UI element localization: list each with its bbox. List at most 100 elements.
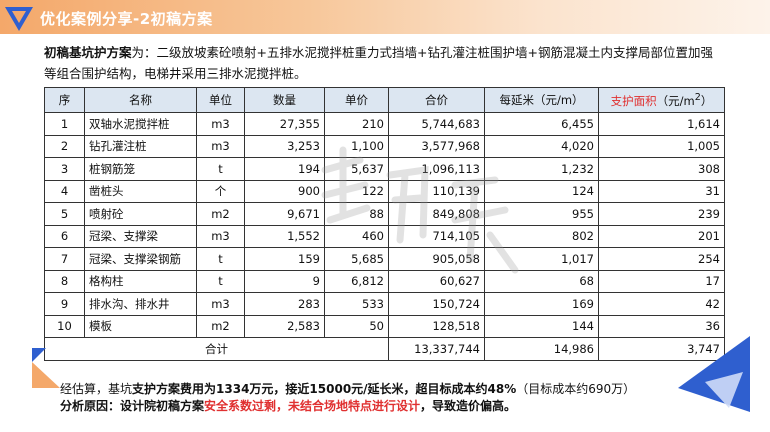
row-qty: 159 bbox=[244, 247, 325, 271]
row-price: 210 bbox=[324, 112, 389, 136]
row-qty: 194 bbox=[244, 157, 325, 181]
table-row: 5 喷射砼 m2 9,671 88 849,808 955 239 bbox=[44, 202, 725, 226]
row-qty: 2,583 bbox=[244, 314, 325, 338]
row-no: 5 bbox=[44, 202, 85, 226]
header-name: 名称 bbox=[84, 87, 197, 113]
row-per-meter: 124 bbox=[484, 179, 599, 203]
row-per-meter: 4,020 bbox=[484, 134, 599, 158]
summary-l1-c: （目标成本约690万） bbox=[516, 382, 636, 396]
row-area: 201 bbox=[598, 224, 725, 248]
header-bar bbox=[0, 0, 770, 34]
row-area: 17 bbox=[598, 269, 725, 293]
intro-label: 初稿基坑护方案 bbox=[44, 45, 132, 60]
row-unit: m3 bbox=[196, 224, 245, 248]
row-qty: 9,671 bbox=[244, 202, 325, 226]
row-name: 模板 bbox=[84, 314, 197, 338]
row-per-meter: 802 bbox=[484, 224, 599, 248]
row-price: 88 bbox=[324, 202, 389, 226]
header-area-prefix: 支护面积 bbox=[610, 93, 657, 108]
table-row: 10 模板 m2 2,583 50 128,518 144 36 bbox=[44, 314, 725, 338]
summary-l1-a: 经估算，基坑 bbox=[60, 382, 133, 396]
row-per-meter: 144 bbox=[484, 314, 599, 338]
row-total: 5,744,683 bbox=[388, 112, 485, 136]
row-per-meter: 6,455 bbox=[484, 112, 599, 136]
row-no: 8 bbox=[44, 269, 85, 293]
row-price: 460 bbox=[324, 224, 389, 248]
triangle-logo-icon bbox=[5, 7, 33, 31]
row-unit: m3 bbox=[196, 134, 245, 158]
row-total: 3,577,968 bbox=[388, 134, 485, 158]
row-per-meter: 955 bbox=[484, 202, 599, 226]
row-no: 9 bbox=[44, 292, 85, 316]
header-qty: 数量 bbox=[244, 87, 325, 113]
row-qty: 1,552 bbox=[244, 224, 325, 248]
table-row: 2 钻孔灌注桩 m3 3,253 1,100 3,577,968 4,020 1,005 bbox=[44, 134, 725, 158]
table-row: 9 排水沟、排水井 m3 283 533 150,724 169 42 bbox=[44, 292, 725, 316]
row-no: 10 bbox=[44, 314, 85, 338]
row-area: 239 bbox=[598, 202, 725, 226]
row-no: 6 bbox=[44, 224, 85, 248]
row-unit: t bbox=[196, 157, 245, 181]
row-area: 36 bbox=[598, 314, 725, 338]
row-total: 1,096,113 bbox=[388, 157, 485, 181]
row-price: 1,100 bbox=[324, 134, 389, 158]
row-area: 1,614 bbox=[598, 112, 725, 136]
row-unit: m2 bbox=[196, 202, 245, 226]
header-area-unit: （元/m bbox=[656, 93, 695, 108]
table-row: 4 凿桩头个 900 122 110,139 124 31 bbox=[44, 179, 725, 203]
row-total: 905,058 bbox=[388, 247, 485, 271]
row-total: 60,627 bbox=[388, 269, 485, 293]
header-no: 序 bbox=[44, 87, 85, 113]
summary-line-2: 分析原因：设计院初稿方案安全系数过剩，未结合场地特点进行设计，导致造价偏高。 bbox=[60, 398, 710, 415]
footer-total: 13,337,744 bbox=[388, 337, 485, 361]
row-name: 冠梁、支撑梁 bbox=[84, 224, 197, 248]
header-unit: 单位 bbox=[196, 87, 245, 113]
intro-text: 二级放坡素砼喷射+五排水泥搅拌桩重力式挡墙+钻孔灌注桩围护墙+钢筋混凝土内支撑局… bbox=[44, 45, 713, 81]
summary-l2-a: 分析原因：设计院初稿方案 bbox=[60, 399, 205, 413]
footer-area: 3,747 bbox=[598, 337, 725, 361]
row-name: 钻孔灌注桩 bbox=[84, 134, 197, 158]
header-area: 支护面积（元/m2） bbox=[598, 87, 725, 113]
summary-line-1: 经估算，基坑支护方案费用为1334万元，接近15000元/延长米，超目标成本约4… bbox=[60, 381, 710, 398]
row-total: 714,105 bbox=[388, 224, 485, 248]
row-qty: 9 bbox=[244, 269, 325, 293]
row-total: 128,518 bbox=[388, 314, 485, 338]
row-area: 308 bbox=[598, 157, 725, 181]
row-name: 喷射砼 bbox=[84, 202, 197, 226]
footer-label: 合计 bbox=[44, 337, 389, 361]
summary-l1-b: 支护方案费用为1334万元，接近15000元/延长米，超目标成本约48% bbox=[132, 382, 517, 396]
row-unit: m3 bbox=[196, 292, 245, 316]
row-qty: 3,253 bbox=[244, 134, 325, 158]
row-name: 双轴水泥搅拌桩 bbox=[84, 112, 197, 136]
row-unit: t bbox=[196, 269, 245, 293]
cost-table: 序 名称 单位 数量 单价 合价 每延米（元/m） 支护面积（元/m2） 1 双轴… bbox=[44, 87, 725, 361]
intro-paragraph: 初稿基坑护方案为：二级放坡素砼喷射+五排水泥搅拌桩重力式挡墙+钻孔灌注桩围护墙+… bbox=[44, 42, 724, 84]
row-area: 254 bbox=[598, 247, 725, 271]
table-row: 8 格构柱 t 9 6,812 60,627 68 17 bbox=[44, 269, 725, 293]
summary-l2-c: ，导致造价偏高。 bbox=[420, 399, 517, 413]
row-per-meter: 1,017 bbox=[484, 247, 599, 271]
table-row: 7 冠梁、支撑梁钢筋 t 159 5,685 905,058 1,017 254 bbox=[44, 247, 725, 271]
row-no: 1 bbox=[44, 112, 85, 136]
row-price: 122 bbox=[324, 179, 389, 203]
row-total: 150,724 bbox=[388, 292, 485, 316]
header-price: 单价 bbox=[324, 87, 389, 113]
row-no: 4 bbox=[44, 179, 85, 203]
row-per-meter: 169 bbox=[484, 292, 599, 316]
summary-block: 经估算，基坑支护方案费用为1334万元，接近15000元/延长米，超目标成本约4… bbox=[60, 381, 710, 415]
row-unit: t bbox=[196, 247, 245, 271]
row-per-meter: 1,232 bbox=[484, 157, 599, 181]
intro-colon: 为： bbox=[131, 45, 157, 60]
row-unit: m3 bbox=[196, 112, 245, 136]
row-price: 6,812 bbox=[324, 269, 389, 293]
row-area: 31 bbox=[598, 179, 725, 203]
row-area: 1,005 bbox=[598, 134, 725, 158]
footer-per-meter: 14,986 bbox=[484, 337, 599, 361]
table-row: 3 桩钢筋笼 t 194 5,637 1,096,113 1,232 308 bbox=[44, 157, 725, 181]
light-triangle-icon bbox=[705, 372, 743, 408]
header-total: 合价 bbox=[388, 87, 485, 113]
row-unit: 个 bbox=[196, 179, 245, 203]
blue-triangle-small-icon bbox=[32, 348, 46, 362]
row-no: 3 bbox=[44, 157, 85, 181]
row-unit: m2 bbox=[196, 314, 245, 338]
